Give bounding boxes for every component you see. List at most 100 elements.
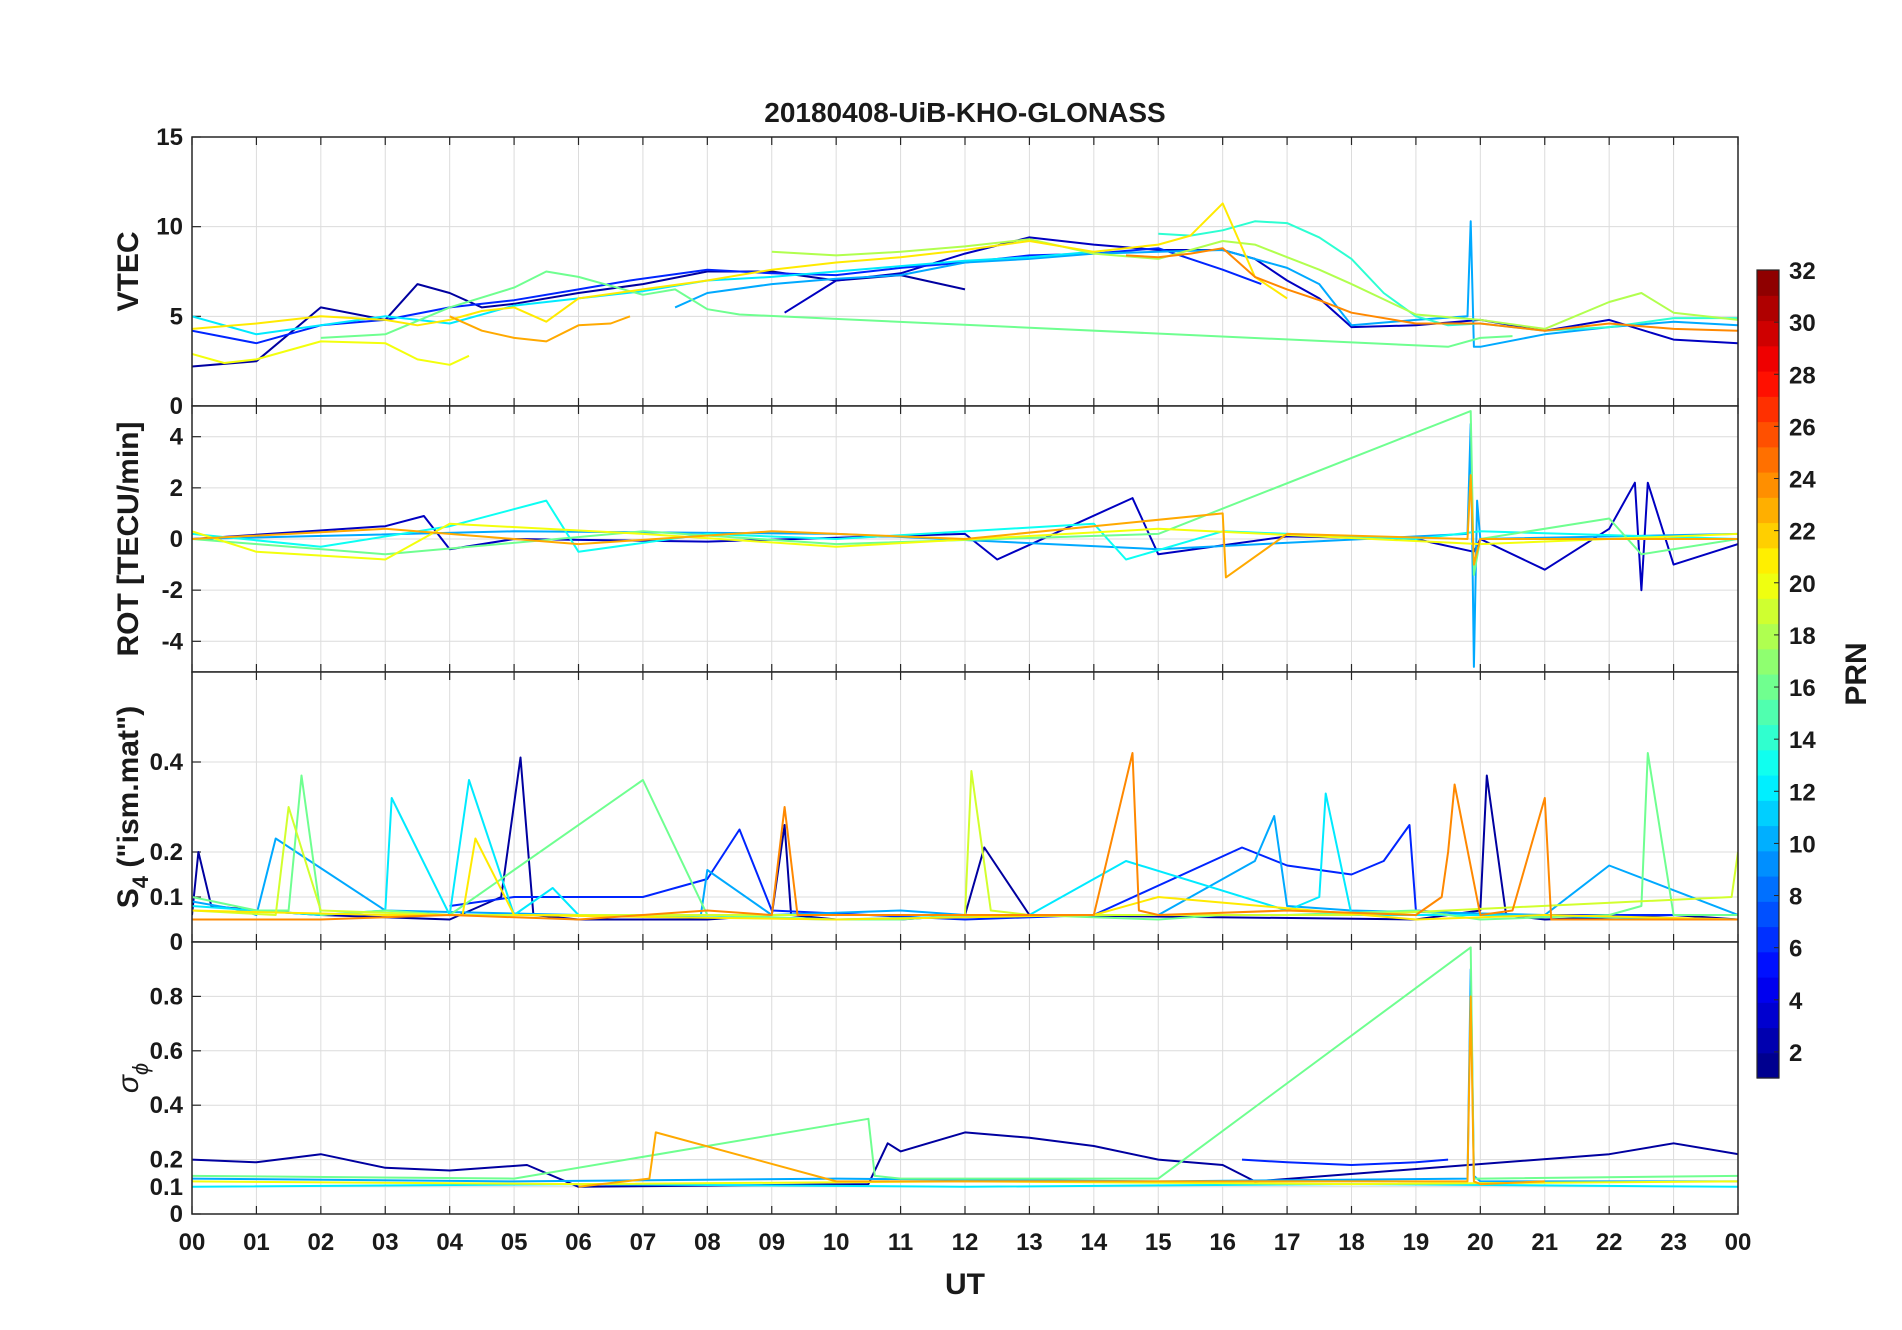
y-tick-label: 0.4: [150, 1092, 184, 1119]
x-tick-label: 21: [1531, 1229, 1558, 1256]
y-tick-label: 0: [170, 526, 183, 553]
x-tick-label: 07: [630, 1229, 657, 1256]
y-axis-label-main: σ: [112, 1073, 145, 1093]
x-tick-label: 05: [501, 1229, 528, 1256]
colorbar-tick-label: 26: [1789, 414, 1816, 441]
x-tick-label: 19: [1403, 1229, 1430, 1256]
colorbar-swatch: [1757, 724, 1779, 751]
series-line-prn-18: [771, 238, 1738, 330]
series-line-prn-12: [192, 250, 1094, 336]
colorbar-tick-label: 28: [1789, 362, 1816, 389]
colorbar-swatch: [1757, 472, 1779, 498]
y-tick-label: 0: [170, 1201, 183, 1228]
x-tick-label: 11: [888, 1229, 913, 1256]
colorbar-swatch: [1757, 396, 1779, 423]
y-tick-label: 0.8: [150, 983, 183, 1010]
x-tick-label: 10: [823, 1229, 850, 1256]
colorbar-frame: [1756, 269, 1780, 1079]
series-line-prn-16: [192, 946, 1738, 1180]
colorbar-swatch: [1757, 573, 1779, 599]
y-tick-label: 2: [170, 475, 183, 502]
colorbar-swatch: [1757, 648, 1779, 675]
y-axis-label: σϕ: [112, 1063, 153, 1093]
y-tick-label: 15: [156, 124, 183, 151]
x-tick-label: 03: [372, 1229, 399, 1256]
y-tick-label: 0.1: [150, 884, 183, 911]
colorbar-tick-label: 10: [1789, 831, 1816, 858]
y-axis-label-rest: ("ism.mat"): [112, 706, 145, 876]
series-line-prn-23: [192, 474, 1738, 579]
colorbar-tick-label: 24: [1789, 467, 1816, 494]
colorbar-tick-label: 32: [1789, 258, 1816, 285]
colorbar-tick-label: 16: [1789, 675, 1816, 702]
y-axis-label-main: S: [112, 888, 145, 908]
x-tick-label: 09: [758, 1229, 785, 1256]
colorbar-tick-label: 6: [1789, 936, 1802, 963]
panel-2: -4 -2 0 2 4 ROT [TECU/min]: [112, 405, 1739, 673]
x-tick-label: 02: [307, 1229, 334, 1256]
x-axis-label: UT: [945, 1268, 985, 1301]
y-tick-label: 0: [170, 393, 183, 420]
x-tick-label: 16: [1209, 1229, 1236, 1256]
x-tick-label: 18: [1338, 1229, 1365, 1256]
y-axis-label-sub: 4: [128, 875, 153, 888]
chart-title: 20180408-UiB-KHO-GLONASS: [764, 97, 1165, 128]
y-axis-label: S4 ("ism.mat"): [112, 706, 153, 908]
x-tick-label: 23: [1660, 1229, 1687, 1256]
x-tick-label: 17: [1274, 1229, 1301, 1256]
colorbar-tick-label: 22: [1789, 519, 1816, 546]
series-line-prn-2: [192, 756, 1738, 921]
colorbar-swatch: [1757, 876, 1779, 902]
series-group: [192, 946, 1738, 1188]
colorbar-swatch: [1757, 850, 1779, 877]
colorbar-swatch: [1757, 623, 1779, 650]
colorbar-tick-label: 2: [1789, 1040, 1802, 1067]
y-tick-label: 0.2: [150, 839, 183, 866]
y-tick-label: 0.4: [150, 749, 184, 776]
y-tick-label: 0.2: [150, 1147, 183, 1174]
y-axis-label-sub: ϕ: [128, 1063, 153, 1075]
series-line-prn-24: [192, 752, 1738, 921]
colorbar-swatch: [1757, 775, 1779, 801]
x-tick-label: 15: [1145, 1229, 1172, 1256]
y-tick-label: 0: [170, 929, 183, 956]
colorbar-swatch: [1757, 598, 1779, 625]
colorbar-tick-label: 8: [1789, 884, 1802, 911]
colorbar-swatch: [1757, 371, 1779, 397]
x-tick-label: 00: [179, 1229, 206, 1256]
series-group: [192, 202, 1738, 368]
series-line-prn-10: [674, 220, 1738, 348]
series-line-prn-24: [1125, 247, 1738, 332]
x-tick-label: 00: [1725, 1229, 1752, 1256]
x-tick-label: 06: [565, 1229, 592, 1256]
series-line-prn-16: [320, 270, 1513, 348]
panel-1: 0 5 10 15 VTEC: [112, 124, 1739, 420]
colorbar-swatch: [1757, 1052, 1779, 1079]
series-line-prn-20: [192, 340, 470, 366]
series-line-prn-6: [1241, 1158, 1449, 1166]
colorbar-swatch: [1757, 1027, 1779, 1054]
colorbar-swatch: [1757, 951, 1779, 978]
series-line-prn-16: [192, 410, 1738, 576]
colorbar-tick-label: 30: [1789, 310, 1816, 337]
colorbar-swatch: [1757, 295, 1779, 322]
colorbar-tick-label: 4: [1789, 988, 1803, 1015]
colorbar-tick-label: 20: [1789, 571, 1816, 598]
series-line-prn-23: [449, 315, 631, 343]
colorbar-swatch: [1757, 522, 1779, 549]
colorbar-swatch: [1757, 497, 1779, 524]
y-axis-label: VTEC: [112, 231, 145, 311]
colorbar-swatch: [1757, 446, 1779, 473]
colorbar-swatch: [1757, 699, 1779, 726]
x-tick-label: 20: [1467, 1229, 1494, 1256]
colorbar-swatch: [1757, 421, 1779, 448]
colorbar-swatch: [1757, 345, 1779, 372]
colorbar-tick-label: 12: [1789, 779, 1816, 806]
colorbar-tick-label: 14: [1789, 727, 1816, 754]
series-group: [192, 410, 1738, 668]
x-tick-label: 22: [1596, 1229, 1623, 1256]
colorbar-swatch: [1757, 825, 1779, 852]
x-tick-label: 14: [1080, 1229, 1107, 1256]
